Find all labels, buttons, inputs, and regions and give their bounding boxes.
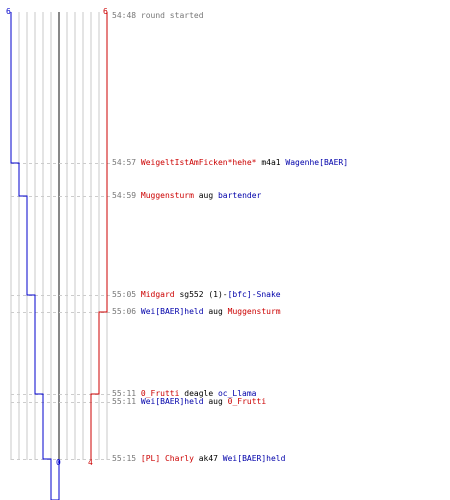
- event-time: 55:11: [112, 389, 141, 398]
- weapon-text: m4a1: [256, 158, 286, 167]
- weapon-text: aug: [203, 397, 228, 406]
- event-row: 54:48 round started: [112, 11, 204, 21]
- blue-start-count: 6: [6, 7, 11, 16]
- blue-player-name: Wei[BAER]held: [140, 397, 204, 406]
- red-player-name: Muggensturm: [140, 191, 194, 200]
- player-grid-lines: [10, 12, 108, 460]
- blue-end-count: 0: [56, 458, 61, 467]
- red-team-alive-line: [90, 12, 108, 459]
- event-time: 54:57: [112, 158, 141, 167]
- blue-player-name: oc_Llama: [217, 389, 257, 398]
- event-time: 55:15: [112, 454, 141, 463]
- event-time: 54:59: [112, 191, 141, 200]
- red-player-name: WeigeltIstAmFicken*hehe*: [140, 158, 257, 167]
- red-player-name: Muggensturm: [227, 307, 281, 316]
- event-row: 55:06 Wei[BAER]held aug Muggensturm: [112, 307, 281, 317]
- red-player-name: [PL] Charly: [140, 454, 194, 463]
- red-player-name: 0_Frutti: [227, 397, 267, 406]
- event-dashed-lines: [11, 163, 110, 460]
- blue-player-name: [bfc]-Snake: [227, 290, 281, 299]
- event-message: round started: [140, 11, 204, 20]
- event-time: 54:48: [112, 11, 141, 20]
- event-row: 54:57 WeigeltIstAmFicken*hehe* m4a1 Wage…: [112, 158, 348, 168]
- event-time: 55:06: [112, 307, 141, 316]
- weapon-text: aug: [193, 191, 218, 200]
- event-row: 55:15 [PL] Charly ak47 Wei[BAER]held: [112, 454, 285, 464]
- red-player-name: Midgard: [140, 290, 175, 299]
- blue-team-alive-line: [10, 12, 60, 500]
- event-row: 55:11 Wei[BAER]held aug 0_Frutti: [112, 397, 266, 407]
- weapon-text: ak47: [193, 454, 223, 463]
- weapon-text: deagle: [179, 389, 218, 398]
- weapon-text: aug: [203, 307, 228, 316]
- event-row: 54:59 Muggensturm aug bartender: [112, 191, 261, 201]
- red-start-count: 6: [103, 7, 108, 16]
- blue-player-name: Wei[BAER]held: [140, 307, 204, 316]
- red-player-name: 0_Frutti: [140, 389, 180, 398]
- event-time: 55:11: [112, 397, 141, 406]
- weapon-text: sg552 (1)-: [174, 290, 228, 299]
- blue-player-name: Wei[BAER]held: [222, 454, 286, 463]
- red-end-count: 4: [88, 458, 93, 467]
- event-row: 55:11 0_Frutti deagle oc_Llama: [112, 389, 257, 399]
- event-row: 55:05 Midgard sg552 (1)-[bfc]-Snake: [112, 290, 281, 300]
- blue-player-name: Wagenhe[BAER]: [285, 158, 349, 167]
- event-time: 55:05: [112, 290, 141, 299]
- blue-player-name: bartender: [217, 191, 262, 200]
